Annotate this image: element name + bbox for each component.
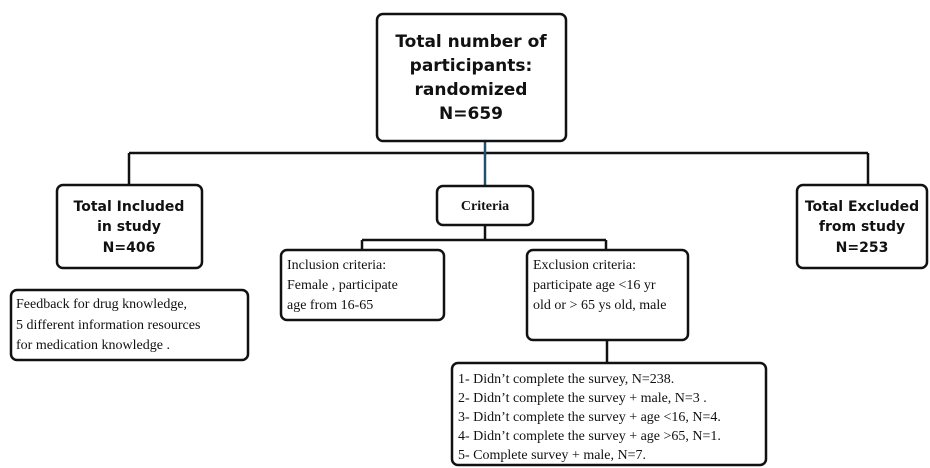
node-text: Total number of bbox=[395, 32, 547, 52]
node-text: Feedback for drug knowledge, bbox=[16, 297, 187, 312]
node-text: for medication knowledge . bbox=[16, 338, 170, 353]
node-box bbox=[375, 12, 568, 143]
node-text: age from 16-65 bbox=[287, 298, 373, 313]
node-text: Criteria bbox=[461, 199, 509, 214]
node-text: participants: bbox=[410, 56, 533, 76]
node-box bbox=[9, 288, 250, 362]
node-box bbox=[450, 361, 768, 467]
node-text: Female , participate bbox=[287, 278, 398, 293]
node-text: from study bbox=[819, 219, 905, 235]
node-text: participate age <16 yr bbox=[533, 278, 656, 293]
node-text: 3- Didn’t complete the survey + age <16,… bbox=[458, 410, 721, 425]
node-text: 5 different information resources bbox=[16, 318, 200, 333]
node-box bbox=[435, 184, 535, 227]
node-text: Inclusion criteria: bbox=[287, 258, 386, 273]
node-box bbox=[55, 183, 204, 270]
node-text: old or > 65 ys old, male bbox=[533, 298, 667, 313]
node-text: 5- Complete survey + male, N=7. bbox=[458, 448, 646, 463]
node-text: Total Included bbox=[74, 199, 185, 215]
node-text: N=253 bbox=[836, 240, 889, 256]
node-text: N=406 bbox=[103, 240, 156, 256]
node-text: in study bbox=[97, 219, 161, 235]
node-text: 2- Didn’t complete the survey + male, N=… bbox=[458, 391, 707, 406]
node-text: Exclusion criteria: bbox=[533, 258, 636, 273]
node-box bbox=[525, 248, 690, 342]
node-text: 4- Didn’t complete the survey + age >65,… bbox=[458, 429, 721, 444]
node-text: Total Excluded bbox=[805, 199, 919, 215]
node-text: randomized bbox=[415, 80, 528, 100]
node-text: N=659 bbox=[439, 104, 503, 124]
node-box bbox=[795, 183, 929, 270]
node-box bbox=[279, 248, 446, 322]
node-text: 1- Didn’t complete the survey, N=238. bbox=[458, 372, 674, 387]
